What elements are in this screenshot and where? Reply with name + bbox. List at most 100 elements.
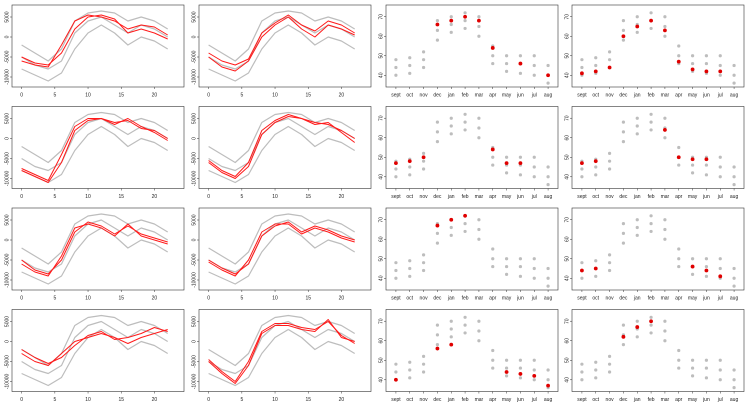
gray-point bbox=[408, 266, 412, 271]
gray-point bbox=[504, 366, 509, 370]
gray-point bbox=[649, 315, 653, 319]
y-tick-label: 60 bbox=[564, 338, 570, 344]
gray-point bbox=[463, 222, 467, 226]
x-tick-label: dec bbox=[433, 397, 442, 403]
y-tick-label: 70 bbox=[378, 318, 384, 324]
gray-point bbox=[621, 222, 626, 226]
gray-point bbox=[580, 58, 584, 62]
gray-point bbox=[421, 362, 426, 366]
gray-point bbox=[649, 11, 653, 15]
gray-point bbox=[718, 63, 722, 68]
x-tick-label: 20 bbox=[339, 397, 345, 403]
y-tick-label: -10000 bbox=[4, 374, 10, 390]
gray-point bbox=[607, 261, 612, 265]
gray-curve bbox=[208, 16, 356, 70]
x-tick-label: 0 bbox=[207, 397, 210, 403]
x-tick-label: oct bbox=[406, 194, 413, 200]
gray-point bbox=[704, 376, 709, 380]
gray-point bbox=[518, 366, 523, 370]
gray-point bbox=[491, 348, 495, 353]
gray-point bbox=[663, 116, 667, 120]
x-tick-label: 5 bbox=[240, 194, 243, 200]
y-tick-label: 5000 bbox=[191, 214, 197, 225]
y-tick-label: -5000 bbox=[191, 152, 197, 165]
gray-point bbox=[635, 15, 639, 19]
gray-point bbox=[546, 276, 550, 280]
y-tick-label: 40 bbox=[564, 72, 570, 78]
gray-point bbox=[435, 241, 440, 245]
x-tick-label: 10 bbox=[85, 397, 91, 403]
plot-frame bbox=[11, 4, 185, 88]
red-curve bbox=[208, 319, 355, 384]
gray-point bbox=[421, 50, 426, 54]
x-tick-label: mar bbox=[475, 397, 484, 403]
gray-point bbox=[518, 274, 523, 278]
gray-curve bbox=[208, 320, 356, 375]
x-tick-label: aug bbox=[730, 194, 739, 200]
gray-point bbox=[704, 274, 709, 278]
y-tick-label: 5000 bbox=[191, 11, 197, 22]
gray-point bbox=[704, 173, 709, 177]
gray-point bbox=[690, 272, 695, 276]
x-tick-label: 15 bbox=[305, 397, 311, 403]
red-curve bbox=[208, 321, 355, 382]
gray-point bbox=[532, 276, 536, 280]
gray-point bbox=[718, 165, 722, 169]
gray-point bbox=[532, 368, 536, 372]
gray-point bbox=[435, 19, 440, 23]
red-curve bbox=[208, 116, 355, 179]
gray-point bbox=[408, 259, 412, 263]
gray-point bbox=[663, 15, 667, 19]
red-point bbox=[621, 334, 626, 339]
red-point bbox=[649, 18, 653, 23]
gray-point bbox=[546, 266, 550, 271]
y-tick-label: 5000 bbox=[191, 113, 197, 124]
gray-point bbox=[463, 323, 467, 327]
gray-point bbox=[718, 266, 722, 271]
red-curve bbox=[208, 114, 356, 177]
red-point bbox=[718, 69, 723, 74]
gray-point bbox=[435, 231, 440, 235]
gray-point bbox=[663, 227, 667, 232]
red-curve bbox=[21, 327, 168, 364]
x-tick-label: sept bbox=[391, 397, 401, 403]
gray-point bbox=[690, 257, 695, 261]
x-tick-label: mar bbox=[475, 92, 484, 98]
red-point bbox=[676, 59, 681, 64]
x-tick-label: jan bbox=[633, 194, 641, 200]
red-point bbox=[690, 264, 695, 269]
gray-point bbox=[621, 28, 626, 32]
y-tick-label: 50 bbox=[378, 53, 384, 59]
gray-point bbox=[518, 54, 523, 58]
red-point bbox=[593, 159, 598, 164]
x-tick-label: jan bbox=[447, 295, 455, 301]
y-tick-label: 60 bbox=[378, 236, 384, 242]
gray-point bbox=[621, 241, 626, 245]
gray-point bbox=[732, 182, 736, 187]
x-tick-label: 20 bbox=[152, 397, 158, 403]
gray-point bbox=[607, 50, 612, 54]
gray-point bbox=[594, 165, 598, 169]
gray-point bbox=[435, 28, 440, 32]
gray-point bbox=[408, 376, 412, 380]
x-tick-label: sept bbox=[577, 92, 587, 98]
gray-point bbox=[491, 366, 495, 370]
gray-point bbox=[504, 155, 509, 159]
red-curve bbox=[21, 329, 168, 366]
red-point bbox=[449, 217, 454, 222]
y-tick-label: -5000 bbox=[191, 355, 197, 368]
gray-point bbox=[518, 376, 523, 380]
x-tick-label: jan bbox=[633, 295, 641, 301]
x-tick-label: feb bbox=[462, 397, 469, 403]
x-tick-label: 0 bbox=[20, 92, 23, 98]
gray-point bbox=[477, 34, 481, 38]
gray-curve bbox=[21, 125, 169, 184]
y-tick-label: 40 bbox=[378, 275, 384, 281]
gray-point bbox=[649, 26, 653, 31]
x-tick-label: 20 bbox=[339, 295, 345, 301]
gray-point bbox=[394, 370, 398, 374]
y-tick-label: 40 bbox=[378, 72, 384, 78]
gray-point bbox=[532, 165, 536, 169]
gray-point bbox=[607, 362, 612, 366]
gray-point bbox=[394, 58, 398, 62]
